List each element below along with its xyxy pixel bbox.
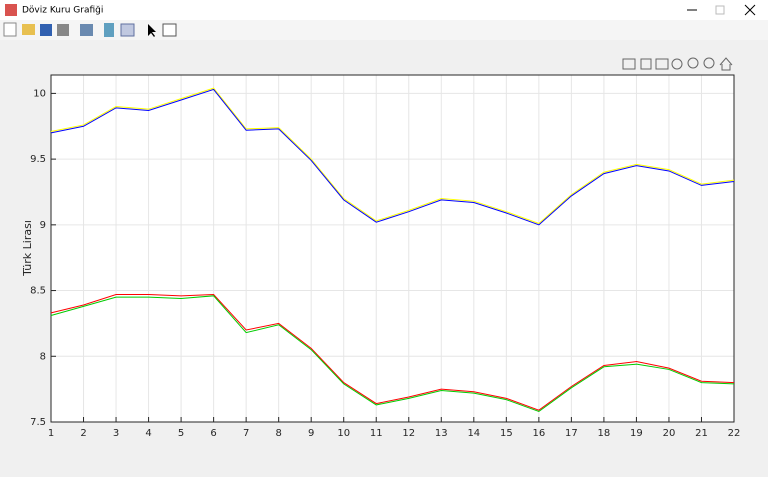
- pan-icon[interactable]: [671, 58, 683, 70]
- app-icon: [5, 4, 17, 16]
- close-button[interactable]: [744, 4, 756, 16]
- datatip-icon[interactable]: [655, 58, 669, 70]
- x-tick-label: 9: [308, 428, 314, 439]
- axes-toolbar: [622, 57, 733, 71]
- x-tick-label: 21: [695, 428, 708, 439]
- y-tick-label: 8: [40, 351, 46, 362]
- series-line: [50, 88, 735, 226]
- new-icon[interactable]: [3, 22, 17, 37]
- x-tick-label: 6: [210, 428, 216, 439]
- title-bar: [0, 0, 768, 20]
- pointer-icon[interactable]: [148, 24, 156, 37]
- x-tick-label: 14: [467, 428, 480, 439]
- x-tick-label: 10: [337, 428, 350, 439]
- x-tick-label: 22: [728, 428, 741, 439]
- toolbar-icons: [3, 22, 177, 37]
- zoom-out-icon[interactable]: [703, 57, 715, 69]
- x-tick-label: 11: [370, 428, 383, 439]
- axes-box: [50, 74, 735, 423]
- x-tick-label: 20: [663, 428, 676, 439]
- x-tick-label: 12: [402, 428, 415, 439]
- window-title: Döviz Kuru Grafiği: [22, 6, 103, 16]
- x-tick-label: 16: [532, 428, 545, 439]
- open-icon[interactable]: [22, 24, 35, 35]
- x-tick-label: 2: [80, 428, 86, 439]
- y-tick-label: 9.5: [30, 154, 46, 165]
- x-tick-label: 18: [598, 428, 611, 439]
- x-tick-label: 17: [565, 428, 578, 439]
- link-icon[interactable]: [80, 24, 93, 36]
- brush-icon[interactable]: [640, 58, 652, 70]
- property-icon[interactable]: [162, 23, 177, 37]
- x-tick-label: 3: [113, 428, 119, 439]
- series-line: [50, 293, 735, 411]
- toolbar: [0, 20, 768, 40]
- x-tick-label: 8: [275, 428, 281, 439]
- save-icon[interactable]: [40, 24, 52, 36]
- x-tick-label: 19: [630, 428, 643, 439]
- colorbar-icon[interactable]: [104, 23, 114, 37]
- legend-icon[interactable]: [120, 23, 135, 37]
- series-line: [50, 87, 735, 225]
- x-tick-label: 15: [500, 428, 513, 439]
- zoom-in-icon[interactable]: [687, 57, 699, 69]
- series-line: [50, 295, 735, 413]
- x-tick-label: 4: [145, 428, 151, 439]
- maximize-button[interactable]: [715, 5, 725, 15]
- y-tick-label: 10: [33, 88, 46, 99]
- plot-area: [51, 75, 734, 422]
- x-tick-label: 5: [178, 428, 184, 439]
- print-icon[interactable]: [57, 24, 69, 36]
- export-icon[interactable]: [622, 58, 636, 70]
- y-tick-label: 8.5: [30, 286, 46, 297]
- y-tick-label: 9: [40, 220, 46, 231]
- home-icon[interactable]: [719, 57, 733, 71]
- y-tick-label: 7.5: [30, 417, 46, 428]
- y-axis-label: Türk Lirası: [21, 220, 34, 277]
- x-tick-label: 1: [48, 428, 54, 439]
- x-tick-label: 7: [243, 428, 249, 439]
- x-tick-label: 13: [435, 428, 448, 439]
